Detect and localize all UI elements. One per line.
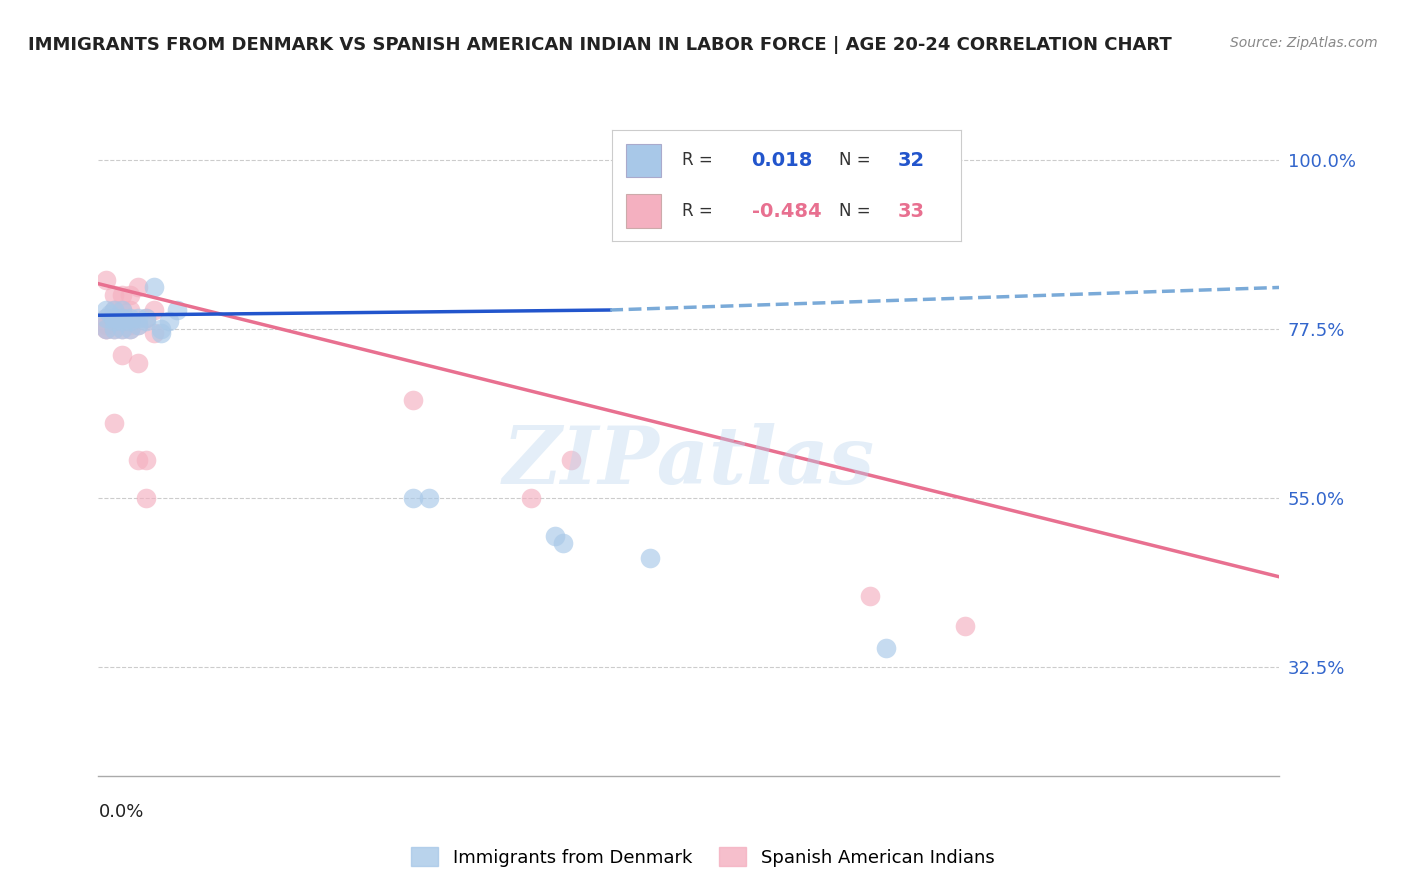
- Point: [96, 322, 118, 336]
- Point: [551, 536, 574, 550]
- Point: [103, 314, 125, 328]
- Point: [118, 322, 141, 336]
- Point: [103, 322, 125, 336]
- Point: [135, 491, 157, 505]
- Point: [111, 310, 134, 325]
- Point: [150, 322, 173, 336]
- Point: [96, 303, 118, 318]
- Point: [103, 288, 125, 302]
- Point: [127, 453, 149, 467]
- Point: [142, 303, 165, 318]
- Point: [118, 314, 141, 328]
- Point: [127, 310, 149, 325]
- Point: [118, 303, 141, 318]
- Point: [118, 310, 141, 325]
- Point: [111, 303, 134, 318]
- Point: [402, 393, 425, 408]
- Point: [111, 322, 134, 336]
- Point: [127, 318, 149, 332]
- Point: [96, 322, 118, 336]
- Point: [520, 491, 543, 505]
- Point: [103, 310, 125, 325]
- Point: [418, 491, 440, 505]
- Point: [859, 589, 882, 603]
- Point: [953, 618, 976, 632]
- Point: [638, 551, 661, 566]
- Point: [103, 303, 125, 318]
- Point: [142, 280, 165, 294]
- Point: [111, 310, 134, 325]
- Point: [103, 303, 125, 318]
- Text: IMMIGRANTS FROM DENMARK VS SPANISH AMERICAN INDIAN IN LABOR FORCE | AGE 20-24 CO: IMMIGRANTS FROM DENMARK VS SPANISH AMERI…: [28, 36, 1171, 54]
- Point: [142, 326, 165, 340]
- Legend: Immigrants from Denmark, Spanish American Indians: Immigrants from Denmark, Spanish America…: [404, 840, 1002, 874]
- Point: [135, 314, 157, 328]
- Point: [111, 288, 134, 302]
- Point: [127, 318, 149, 332]
- Point: [111, 322, 134, 336]
- Point: [103, 322, 125, 336]
- Point: [96, 310, 118, 325]
- Point: [135, 310, 157, 325]
- Point: [118, 318, 141, 332]
- Point: [111, 314, 134, 328]
- Point: [875, 641, 897, 656]
- Point: [96, 318, 118, 332]
- Point: [118, 288, 141, 302]
- Point: [111, 303, 134, 318]
- Point: [402, 491, 425, 505]
- Point: [560, 453, 582, 467]
- Point: [96, 273, 118, 287]
- Point: [135, 453, 157, 467]
- Text: Source: ZipAtlas.com: Source: ZipAtlas.com: [1230, 36, 1378, 50]
- Point: [135, 310, 157, 325]
- Point: [118, 322, 141, 336]
- Point: [103, 310, 125, 325]
- Point: [127, 356, 149, 370]
- Point: [127, 280, 149, 294]
- Point: [98, 307, 121, 321]
- Point: [166, 303, 188, 318]
- Text: ZIPatlas: ZIPatlas: [503, 423, 875, 500]
- Point: [544, 528, 567, 542]
- Point: [103, 416, 125, 430]
- Point: [150, 326, 173, 340]
- Point: [111, 348, 134, 362]
- Point: [96, 310, 118, 325]
- Point: [157, 314, 180, 328]
- Text: 0.0%: 0.0%: [98, 803, 143, 821]
- Point: [96, 322, 118, 336]
